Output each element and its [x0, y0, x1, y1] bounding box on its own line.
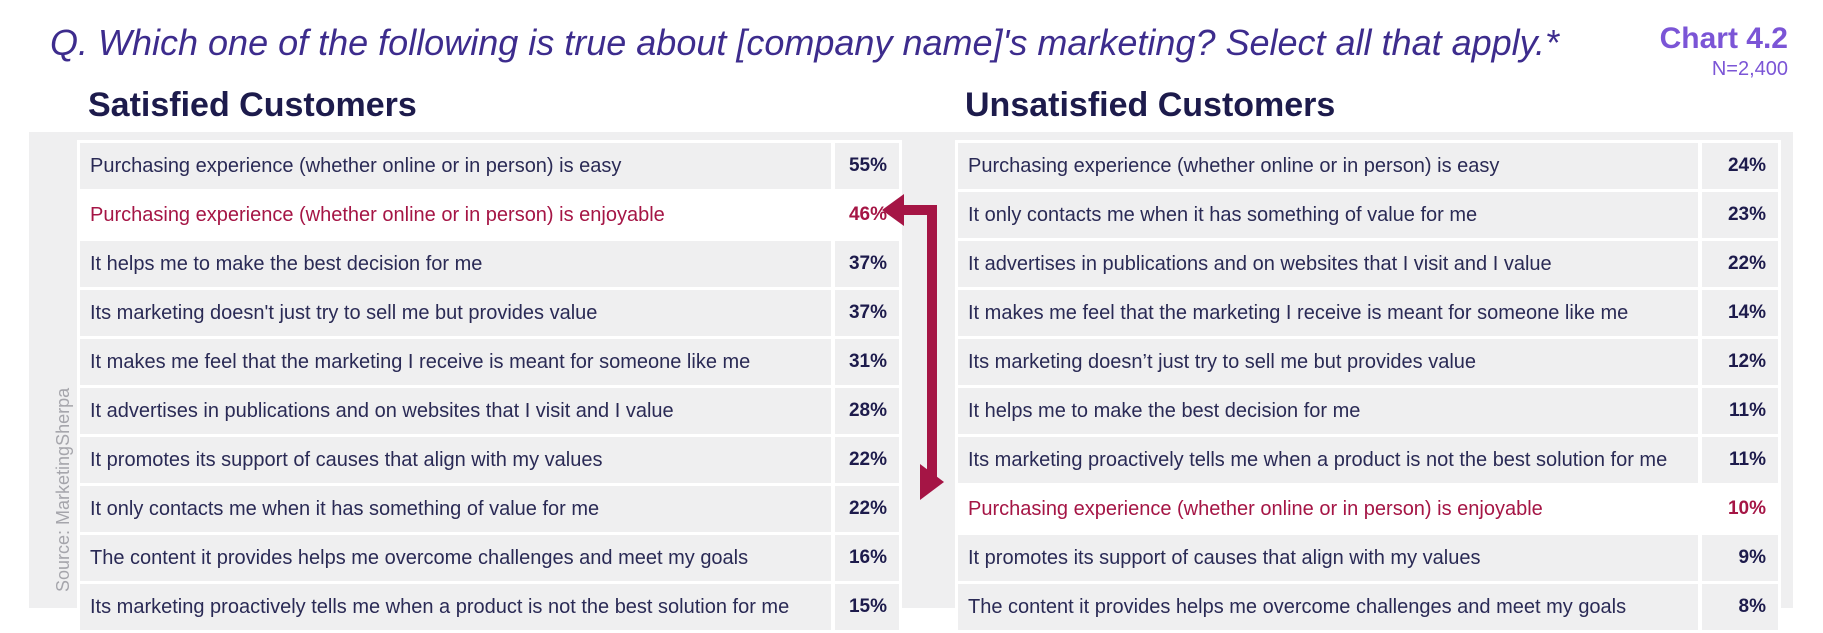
unsatisfied-row-label: It only contacts me when it has somethin…	[958, 192, 1698, 238]
unsatisfied-row-label: It advertises in publications and on web…	[958, 241, 1698, 287]
satisfied-row: It promotes its support of causes that a…	[80, 434, 899, 483]
unsatisfied-row-label: It promotes its support of causes that a…	[958, 535, 1698, 581]
satisfied-row: The content it provides helps me overcom…	[80, 532, 899, 581]
unsatisfied-row: Purchasing experience (whether online or…	[958, 143, 1778, 189]
chart-id-block: Chart 4.2 N=2,400	[1660, 20, 1788, 80]
unsatisfied-row: It advertises in publications and on web…	[958, 238, 1778, 287]
satisfied-row-label: Its marketing proactively tells me when …	[80, 584, 831, 630]
satisfied-row-label: It makes me feel that the marketing I re…	[80, 339, 831, 385]
source-note: Source: MarketingSherpa	[53, 387, 73, 592]
satisfied-row-label: Its marketing doesn't just try to sell m…	[80, 290, 831, 336]
unsatisfied-row-value: 9%	[1702, 535, 1778, 581]
unsatisfied-row: It promotes its support of causes that a…	[958, 532, 1778, 581]
unsatisfied-row: The content it provides helps me overcom…	[958, 581, 1778, 630]
satisfied-row-value: 46%	[835, 192, 899, 238]
satisfied-row-value: 15%	[835, 584, 899, 630]
satisfied-row-value: 16%	[835, 535, 899, 581]
satisfied-row: Purchasing experience (whether online or…	[80, 143, 899, 189]
unsatisfied-row-label: Its marketing proactively tells me when …	[958, 437, 1698, 483]
unsatisfied-row-value: 11%	[1702, 388, 1778, 434]
chart-label: Chart 4.2	[1659, 22, 1788, 55]
satisfied-row-label: It only contacts me when it has somethin…	[80, 486, 831, 532]
unsatisfied-row-label: Purchasing experience (whether online or…	[958, 486, 1698, 532]
satisfied-row: Its marketing proactively tells me when …	[80, 581, 899, 630]
satisfied-row-value: 22%	[835, 437, 899, 483]
unsatisfied-title: Unsatisfied Customers	[965, 86, 1336, 124]
satisfied-row: Its marketing doesn't just try to sell m…	[80, 287, 899, 336]
unsatisfied-row-label: Its marketing doesn’t just try to sell m…	[958, 339, 1698, 385]
satisfied-row-value: 55%	[835, 143, 899, 189]
unsatisfied-row-value: 8%	[1702, 584, 1778, 630]
satisfied-row-value: 37%	[835, 290, 899, 336]
comparison-arrow	[882, 194, 944, 500]
unsatisfied-row-value: 23%	[1702, 192, 1778, 238]
question-title: Q. Which one of the following is true ab…	[50, 22, 1559, 63]
arrow-head-bottom	[920, 464, 944, 500]
unsatisfied-row: It only contacts me when it has somethin…	[958, 189, 1778, 238]
satisfied-table: Purchasing experience (whether online or…	[77, 140, 902, 633]
satisfied-row-label: It advertises in publications and on web…	[80, 388, 831, 434]
satisfied-row: It only contacts me when it has somethin…	[80, 483, 899, 532]
satisfied-row-label: It promotes its support of causes that a…	[80, 437, 831, 483]
unsatisfied-row-value: 10%	[1702, 486, 1778, 532]
unsatisfied-row-label: It helps me to make the best decision fo…	[958, 388, 1698, 434]
sample-size: N=2,400	[1711, 58, 1788, 80]
unsatisfied-row-value: 14%	[1702, 290, 1778, 336]
unsatisfied-row: It makes me feel that the marketing I re…	[958, 287, 1778, 336]
arrow-connector	[900, 205, 937, 487]
unsatisfied-row: Its marketing proactively tells me when …	[958, 434, 1778, 483]
unsatisfied-row-value: 24%	[1702, 143, 1778, 189]
satisfied-row-value: 31%	[835, 339, 899, 385]
satisfied-row: It advertises in publications and on web…	[80, 385, 899, 434]
satisfied-row-label: Purchasing experience (whether online or…	[80, 143, 831, 189]
satisfied-row-value: 28%	[835, 388, 899, 434]
unsatisfied-row-label: The content it provides helps me overcom…	[958, 584, 1698, 630]
satisfied-row: Purchasing experience (whether online or…	[80, 189, 899, 238]
unsatisfied-row: Its marketing doesn’t just try to sell m…	[958, 336, 1778, 385]
unsatisfied-row-label: Purchasing experience (whether online or…	[958, 143, 1698, 189]
satisfied-row-value: 22%	[835, 486, 899, 532]
satisfied-row: It helps me to make the best decision fo…	[80, 238, 899, 287]
satisfied-row-value: 37%	[835, 241, 899, 287]
unsatisfied-table: Purchasing experience (whether online or…	[955, 140, 1781, 633]
unsatisfied-row-label: It makes me feel that the marketing I re…	[958, 290, 1698, 336]
unsatisfied-row-value: 11%	[1702, 437, 1778, 483]
satisfied-row: It makes me feel that the marketing I re…	[80, 336, 899, 385]
unsatisfied-row: Purchasing experience (whether online or…	[958, 483, 1778, 532]
arrow-head-top	[882, 194, 904, 226]
satisfied-title: Satisfied Customers	[88, 86, 417, 124]
unsatisfied-row-value: 22%	[1702, 241, 1778, 287]
satisfied-row-label: The content it provides helps me overcom…	[80, 535, 831, 581]
unsatisfied-row-value: 12%	[1702, 339, 1778, 385]
unsatisfied-row: It helps me to make the best decision fo…	[958, 385, 1778, 434]
satisfied-row-label: Purchasing experience (whether online or…	[80, 192, 831, 238]
satisfied-row-label: It helps me to make the best decision fo…	[80, 241, 831, 287]
